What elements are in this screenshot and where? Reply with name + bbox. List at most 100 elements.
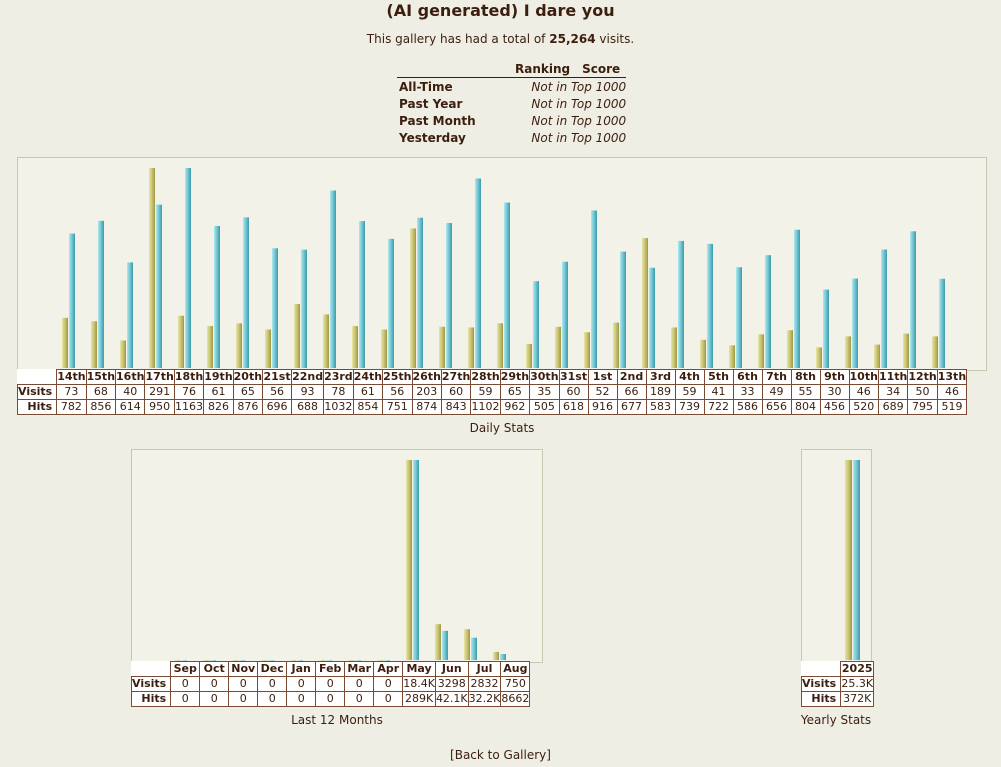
- data-label: 950: [144, 399, 175, 415]
- ranking-label: Past Month: [399, 113, 476, 128]
- data-label: 34: [877, 384, 909, 400]
- category-label: 17th: [144, 369, 175, 385]
- data-label: 1032: [323, 399, 354, 415]
- data-label: 189: [645, 384, 676, 400]
- data-label: 52: [587, 384, 618, 400]
- category-label: Jul: [467, 661, 502, 677]
- hits-bar: [326, 660, 332, 661]
- data-label: 0: [286, 691, 317, 707]
- visits-bar: [845, 460, 852, 660]
- data-label: 0: [228, 691, 259, 707]
- visits-bar: [290, 660, 296, 661]
- category-label: Jan: [286, 661, 317, 677]
- data-label: 372K: [840, 691, 875, 707]
- hits-bar: [214, 225, 220, 368]
- data-label: 61: [203, 384, 234, 400]
- total-suffix: visits.: [599, 32, 635, 46]
- visits-bar: [319, 660, 325, 661]
- category-label: Feb: [315, 661, 346, 677]
- back-to-gallery-link[interactable]: [Back to Gallery]: [450, 748, 551, 762]
- visits-bar: [91, 321, 97, 368]
- data-label: 0: [199, 691, 230, 707]
- data-label: 826: [203, 399, 234, 415]
- score-header: Score: [576, 60, 627, 78]
- hits-bar: [500, 654, 506, 660]
- ranking-value: Not in Top 1000: [531, 79, 627, 94]
- data-label: 843: [440, 399, 472, 415]
- hits-bar: [852, 278, 858, 368]
- hits-bar: [69, 233, 75, 368]
- table-row: Hits 0 0 0 0 0 0 0 0 289K 42.1K 32.2K 8662: [130, 691, 531, 707]
- hits-bar: [388, 238, 394, 368]
- category-label: 4th: [674, 369, 705, 385]
- yearly-stats-caption: Yearly Stats: [800, 713, 872, 727]
- data-label: 688: [291, 399, 325, 415]
- data-label: 916: [587, 399, 618, 415]
- page-title: (AI generated) I dare you: [386, 1, 615, 20]
- category-label: 16th: [115, 369, 146, 385]
- monthly-stats-table: Sep Oct Nov Dec Jan Feb Mar Apr May Jun Jul Aug Visi…: [130, 661, 531, 707]
- data-label: 55: [790, 384, 821, 400]
- visits-bar: [758, 334, 764, 368]
- back-to-gallery: [Back to Gallery]: [0, 748, 1001, 762]
- visits-bar: [207, 326, 213, 368]
- hits-bar: [939, 278, 945, 368]
- visits-bar: [323, 314, 329, 368]
- hits-bar: [185, 168, 191, 368]
- category-label: Oct: [199, 661, 230, 677]
- category-label: 23rd: [323, 369, 354, 385]
- category-label: 10th: [848, 369, 879, 385]
- hits-bar: [533, 281, 539, 368]
- yearly-stats-table: 2025 Visits 25.3K Hits 372K: [800, 661, 875, 707]
- category-label: May: [402, 661, 436, 677]
- hits-bar: [562, 261, 568, 368]
- data-label: 8662: [500, 691, 531, 707]
- hits-bar: [297, 660, 303, 661]
- series-label: Hits: [16, 399, 58, 415]
- category-label: 30th: [529, 369, 560, 385]
- data-label: 46: [936, 384, 968, 400]
- category-label: 25th: [382, 369, 413, 385]
- data-label: 876: [232, 399, 264, 415]
- series-label: Visits: [16, 384, 58, 400]
- category-label: Jun: [434, 661, 469, 677]
- data-label: 505: [529, 399, 560, 415]
- table-row: Visits 25.3K: [800, 676, 875, 692]
- visits-bar: [439, 326, 445, 368]
- visits-bar: [613, 322, 619, 368]
- visits-bar: [435, 624, 441, 660]
- hits-bar: [765, 255, 771, 368]
- hits-bar: [210, 660, 216, 661]
- hits-bar: [649, 267, 655, 368]
- hits-bar: [591, 210, 597, 368]
- monthly-chart-panel: [131, 449, 543, 663]
- data-label: 520: [848, 399, 879, 415]
- visits-bar: [526, 343, 532, 368]
- data-label: 0: [286, 676, 317, 692]
- hits-bar: [736, 267, 742, 368]
- table-row: Hits 782 856 614 950 1163 826 876 696 688 1032 854 7…: [16, 399, 968, 415]
- hits-bar: [853, 460, 860, 660]
- data-label: 60: [440, 384, 472, 400]
- category-label: 24th: [352, 369, 384, 385]
- visits-bar: [410, 228, 416, 368]
- data-label: 0: [373, 676, 404, 692]
- data-label: 60: [558, 384, 589, 400]
- data-label: 782: [56, 399, 87, 415]
- data-label: 854: [352, 399, 384, 415]
- category-label: 1st: [587, 369, 618, 385]
- data-label: 689: [877, 399, 909, 415]
- visits-bar: [120, 340, 126, 368]
- data-label: 677: [616, 399, 647, 415]
- data-label: 33: [732, 384, 763, 400]
- visits-bar: [642, 238, 648, 368]
- visits-bar: [294, 304, 300, 368]
- daily-chart: [62, 168, 945, 368]
- daily-stats-caption: Daily Stats: [469, 421, 535, 435]
- ranking-row: Yesterday Not in Top 1000: [397, 129, 626, 146]
- monthly-stats-caption: Last 12 Months: [291, 713, 383, 727]
- data-label: 795: [907, 399, 938, 415]
- data-label: 289K: [402, 691, 436, 707]
- data-label: 18.4K: [402, 676, 436, 692]
- category-label: 9th: [819, 369, 850, 385]
